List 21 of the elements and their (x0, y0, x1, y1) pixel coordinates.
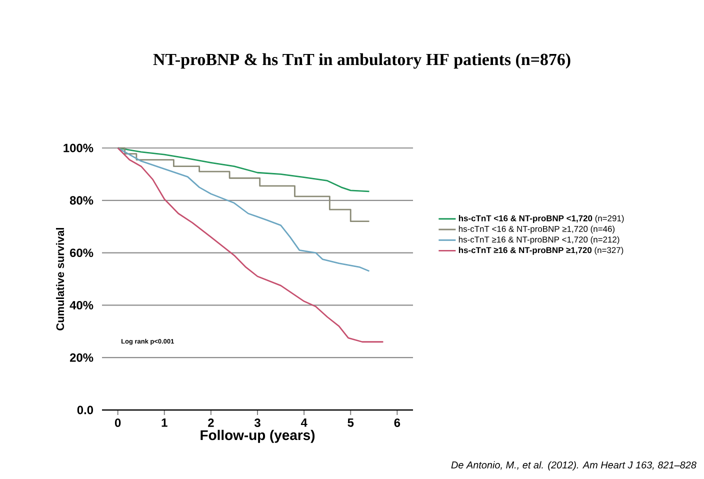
legend-label: hs-cTnT <16 & NT-proBNP ≥1,720 (n=46) (458, 226, 614, 234)
x-tick-label: 6 (394, 418, 400, 427)
x-tick-label: 5 (348, 418, 354, 427)
x-tick-label: 1 (162, 418, 168, 427)
y-tick-label: 20% (70, 353, 94, 362)
x-tick-label: 4 (300, 418, 308, 427)
x-tick-label: 2 (208, 418, 214, 427)
x-tick-label: 3 (254, 418, 260, 427)
y-tick-label: 40% (70, 300, 94, 310)
chart-title: NT-proBNP & hs TnT in ambulatory HF patients (n=876) (153, 53, 570, 69)
y-tick-label: 0.0 (77, 406, 94, 414)
legend-label: hs-cTnT ≥16 & NT-proBNP <1,720 (n=212) (458, 236, 620, 244)
y-tick-label: 80% (70, 196, 94, 205)
legend-label: hs-cTnT <16 & NT-proBNP <1,720 (n=291) (458, 215, 624, 223)
legend-label: hs-cTnT ≥16 & NT-proBNP ≥1,720 (n=327) (458, 246, 624, 255)
y-tick-label: 100% (64, 144, 94, 152)
y-tick-label: 60% (70, 248, 94, 258)
x-tick-label: 0 (114, 418, 121, 427)
y-axis-title: Cumulative survival (56, 228, 64, 330)
text: De Antonio, M., et al. (2012). Am Heart J 163, 821–828 (451, 461, 696, 470)
x-axis-title: Follow-up (years) (200, 430, 315, 443)
